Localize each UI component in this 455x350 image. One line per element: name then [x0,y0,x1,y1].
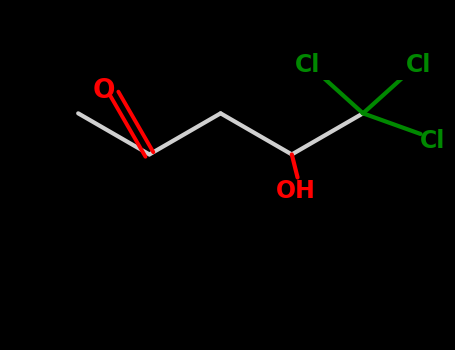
Text: OH: OH [276,180,316,203]
Text: O: O [92,78,115,104]
Text: Cl: Cl [295,53,320,77]
Text: Cl: Cl [420,128,445,153]
Text: Cl: Cl [405,53,431,77]
